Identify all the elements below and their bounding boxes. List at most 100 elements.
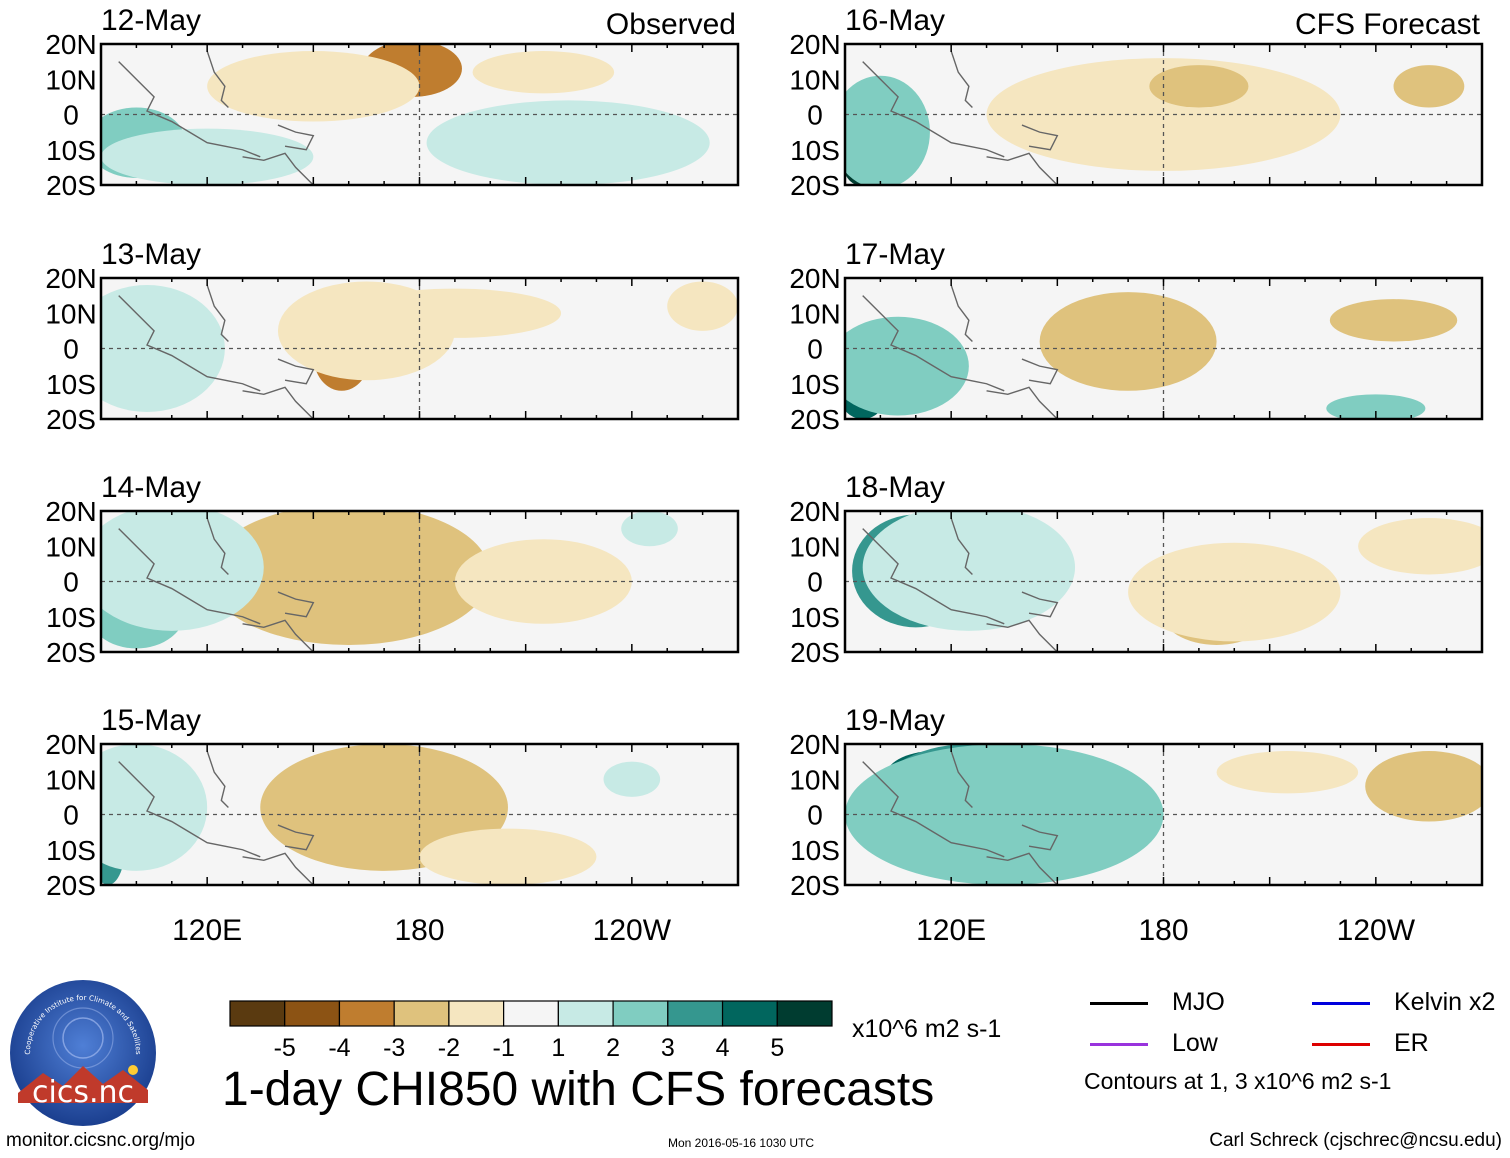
lat-label: 10N	[789, 764, 840, 795]
coastline	[277, 358, 315, 385]
colorbar-tick-label: 2	[606, 1034, 620, 1062]
lat-label: 0	[63, 334, 79, 365]
anomaly-shade	[845, 75, 930, 185]
colorbar-swatch	[503, 1000, 559, 1027]
anomaly-field	[845, 744, 1482, 885]
coastline	[1021, 124, 1059, 151]
anomaly-shade	[621, 511, 678, 547]
legend-line-er	[1312, 1043, 1370, 1046]
lat-label: 0	[63, 567, 79, 598]
anomaly-field	[101, 511, 678, 649]
colorbar-tick-label: -2	[438, 1034, 460, 1062]
panel-date: 14-May	[101, 471, 201, 504]
footer-timestamp: Mon 2016-05-16 1030 UTC	[668, 1136, 815, 1150]
lat-label: 20S	[46, 170, 96, 201]
coastline	[242, 619, 314, 652]
coastline	[277, 824, 315, 851]
coastline-group	[862, 284, 1059, 419]
coastline-group	[862, 50, 1059, 185]
panel-date: 12-May	[101, 4, 201, 37]
map-panel: 12-May Observed 20N 10N 0 10S 20S	[45, 4, 740, 201]
lat-label: 0	[63, 800, 79, 831]
panel-date: 16-May	[845, 4, 945, 37]
lat-label: 10N	[789, 64, 840, 95]
coastline	[206, 750, 229, 808]
anomaly-shade	[101, 128, 314, 185]
logo-sun	[128, 1065, 138, 1075]
colorbar-swatch	[393, 1000, 450, 1027]
anomaly-shade	[862, 511, 1075, 631]
anomaly-shade	[667, 281, 738, 331]
lat-label: 10S	[790, 835, 840, 866]
coastline	[986, 386, 1058, 419]
anomaly-shade	[1149, 65, 1249, 108]
coastline	[242, 852, 314, 885]
contour-note: Contours at 1, 3 x10^6 m2 s-1	[1084, 1068, 1392, 1094]
lat-label: 20S	[46, 870, 96, 901]
anomaly-field	[101, 281, 738, 412]
lat-label: 10S	[46, 369, 96, 400]
colorbar-tick-label: -5	[274, 1034, 296, 1062]
legend-line-kelvin	[1312, 1002, 1370, 1005]
anomaly-shade	[101, 285, 225, 412]
coastline	[242, 152, 314, 185]
coastline	[950, 50, 973, 108]
logo-label: cics.nc	[32, 1075, 134, 1110]
coastline	[986, 852, 1058, 885]
colorbar-swatch	[448, 1000, 505, 1027]
legend-label: Low	[1172, 1029, 1218, 1057]
lat-label: 20N	[45, 729, 96, 760]
coastline	[986, 152, 1058, 185]
lon-label: 120W	[1337, 914, 1416, 947]
column-title: CFS Forecast	[1295, 8, 1481, 41]
colorbar-swatch	[557, 1000, 614, 1027]
lat-label: 10N	[45, 531, 96, 562]
lon-label: 180	[394, 914, 444, 947]
colorbar: -5 -4 -3 -2 -1 1 2 3 4 5	[229, 1000, 833, 1062]
coastline	[118, 61, 261, 158]
panel-date: 18-May	[845, 471, 945, 504]
coastline	[118, 528, 261, 625]
anomaly-shade	[845, 316, 969, 416]
coastline	[862, 528, 1005, 625]
legend-line-mjo	[1090, 1002, 1148, 1005]
lon-label: 180	[1138, 914, 1188, 947]
footer-url: monitor.cicsnc.org/mjo	[6, 1130, 196, 1151]
colorbar-tick-label: 3	[661, 1034, 675, 1062]
coastline	[206, 517, 229, 575]
coastline	[242, 386, 314, 419]
lat-label: 0	[807, 100, 823, 131]
lat-label: 10S	[46, 602, 96, 633]
lat-label: 20S	[790, 170, 840, 201]
colorbar-swatch	[776, 1000, 833, 1027]
coastline	[277, 591, 315, 618]
anomaly-field	[101, 744, 661, 885]
lat-label: 10S	[46, 135, 96, 166]
coastline	[862, 761, 1005, 858]
lat-label: 20N	[789, 729, 840, 760]
lat-label: 20N	[45, 29, 96, 60]
anomaly-field	[845, 292, 1458, 419]
anomaly-shade	[348, 288, 562, 338]
logo-mountains	[18, 1066, 148, 1103]
lat-label: 0	[807, 800, 823, 831]
colorbar-swatch	[667, 1000, 724, 1027]
coastline	[206, 50, 229, 108]
column-title: Observed	[606, 8, 736, 41]
coastline-group	[118, 750, 315, 885]
lat-label: 10N	[789, 531, 840, 562]
lat-label: 20N	[789, 496, 840, 527]
lat-label: 10S	[46, 835, 96, 866]
legend-label: ER	[1394, 1029, 1429, 1057]
lat-label: 20S	[790, 404, 840, 435]
panel-date: 19-May	[845, 704, 945, 737]
lat-label: 20S	[46, 404, 96, 435]
lat-label: 10S	[790, 135, 840, 166]
lat-label: 20N	[789, 29, 840, 60]
anomaly-shade	[207, 51, 420, 122]
